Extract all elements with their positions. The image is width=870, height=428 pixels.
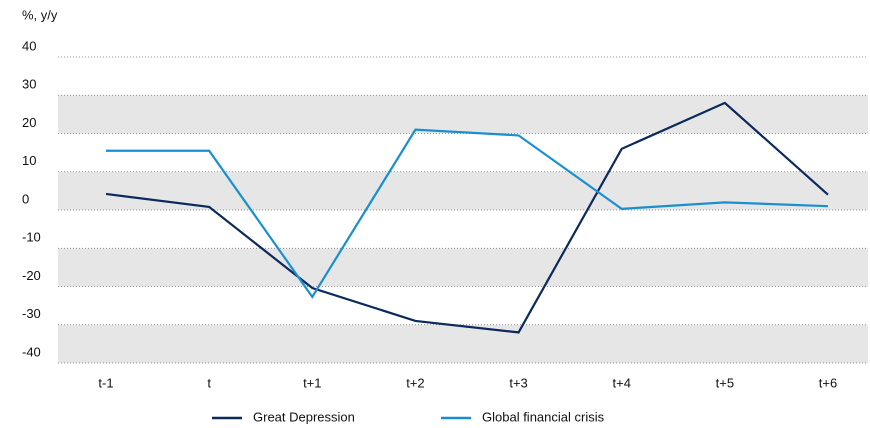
y-tick-label: 30 xyxy=(22,77,36,92)
x-tick-label: t+3 xyxy=(509,375,527,390)
y-tick-label: -40 xyxy=(22,344,41,359)
x-tick-label: t xyxy=(207,375,211,390)
y-tick-label: -30 xyxy=(22,306,41,321)
legend-label: Great Depression xyxy=(253,409,355,424)
x-tick-label: t+5 xyxy=(716,375,734,390)
x-tick-label: t+1 xyxy=(303,375,321,390)
y-tick-label: 10 xyxy=(22,153,36,168)
legend-label: Global financial crisis xyxy=(482,409,605,424)
y-tick-label: 20 xyxy=(22,115,36,130)
band xyxy=(58,324,868,363)
band xyxy=(58,248,868,287)
y-tick-label: -10 xyxy=(22,230,41,245)
y-tick-label: -20 xyxy=(22,268,41,283)
series-line xyxy=(106,128,829,299)
x-tick-label: t-1 xyxy=(98,375,113,390)
band xyxy=(58,95,868,134)
y-axis-label: %, y/y xyxy=(22,7,58,22)
x-tick-label: t+2 xyxy=(406,375,424,390)
y-tick-label: 0 xyxy=(22,191,29,206)
series-line xyxy=(105,101,829,334)
x-tick-label: t+6 xyxy=(819,375,837,390)
y-tick-label: 40 xyxy=(22,38,36,53)
x-tick-label: t+4 xyxy=(612,375,630,390)
